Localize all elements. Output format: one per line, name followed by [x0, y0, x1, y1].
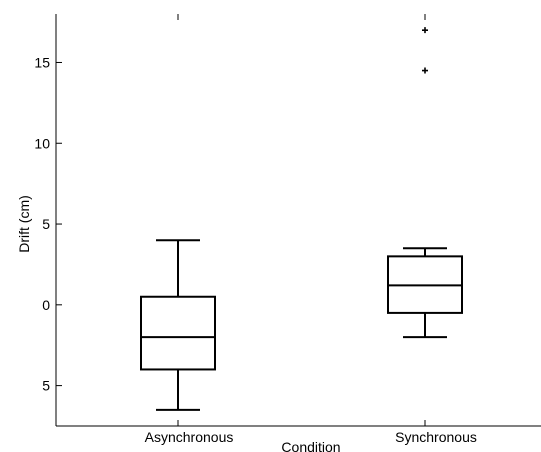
y-tick-label: 5	[42, 378, 50, 394]
x-tick-label: Asynchronous	[145, 429, 234, 445]
iqr-box	[140, 295, 216, 371]
x-axis-title: Condition	[281, 439, 340, 452]
outlier-point	[422, 27, 428, 34]
y-axis-ticks: 5 0 5 10 15	[34, 54, 62, 394]
y-tick-label: 15	[34, 54, 50, 70]
y-tick-label: 5	[42, 216, 50, 232]
box-group	[140, 27, 463, 411]
outlier-point	[422, 67, 428, 74]
y-tick-label: 0	[42, 297, 50, 313]
y-tick-label: 10	[34, 135, 50, 151]
box-asynchronous	[140, 239, 216, 411]
x-tick-label: Synchronous	[395, 429, 477, 445]
y-axis-title: Drift (cm)	[16, 195, 32, 253]
x-axis-ticks: Asynchronous Synchronous	[145, 14, 477, 445]
box-synchronous	[387, 27, 463, 339]
